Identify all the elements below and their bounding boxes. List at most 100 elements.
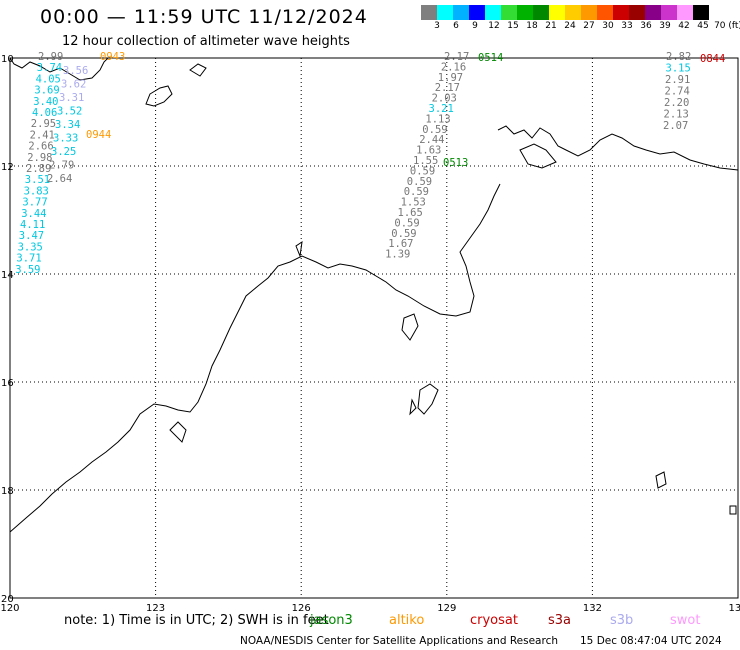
satellite-label: jason3: [310, 613, 353, 628]
latitude-label: 12: [1, 162, 14, 173]
wave-height-value: 0.59: [394, 217, 419, 229]
legend-swatch: [581, 5, 597, 20]
wave-height-value: 3.77: [22, 197, 47, 209]
wave-height-value: 0.59: [404, 186, 429, 198]
wave-height-value: 1.39: [385, 249, 410, 261]
color-legend: [421, 5, 709, 20]
wave-height-value: 2.44: [419, 134, 444, 146]
longitude-label: 129: [437, 603, 456, 614]
wave-height-value: 1.55: [413, 155, 438, 167]
wave-height-value: 2.64: [47, 173, 72, 185]
legend-swatch: [485, 5, 501, 20]
wave-height-value: 2.89: [26, 163, 51, 175]
wave-height-value: 2.03: [432, 93, 457, 105]
pass-time-label: 0514: [478, 52, 503, 64]
legend-swatch: [517, 5, 533, 20]
legend-label: 70 (ft): [714, 21, 740, 31]
wave-height-value: 4.11: [20, 219, 45, 231]
page-title: 00:00 — 11:59 UTC 11/12/2024: [40, 6, 368, 28]
wave-height-value: 3.21: [429, 103, 454, 115]
wave-height-value: 4.05: [36, 73, 61, 85]
wave-height-value: 3.71: [16, 253, 41, 265]
legend-label: 24: [564, 21, 576, 31]
wave-height-value: 3.40: [33, 96, 58, 108]
legend-swatch: [645, 5, 661, 20]
wave-height-value: 2.17: [444, 51, 469, 63]
timestamp-text: 15 Dec 08:47:04 UTC 2024: [580, 635, 722, 647]
wave-height-value: 1.63: [416, 145, 441, 157]
wave-height-value: 2.95: [31, 118, 56, 130]
legend-swatch: [677, 5, 693, 20]
wave-height-value: 2.79: [49, 160, 74, 172]
legend-label: 12: [488, 21, 500, 31]
wave-height-value: 2.20: [664, 97, 689, 109]
wave-height-value: 3.56: [63, 65, 88, 77]
legend-swatch: [597, 5, 613, 20]
latitude-label: 16: [1, 378, 14, 389]
wave-height-value: 3.33: [53, 133, 78, 145]
credit-text: NOAA/NESDIS Center for Satellite Applica…: [240, 635, 558, 647]
longitude-label: 120: [0, 603, 19, 614]
altimeter-observations: 2.993.744.053.693.404.062.952.412.662.98…: [15, 51, 725, 276]
wave-height-value: 2.74: [665, 86, 690, 98]
wave-height-value: 2.66: [28, 141, 53, 153]
color-legend-labels: 3 6 9 12 15 18 21 24 27 30 33 36 39 42 45 70 (ft): [421, 21, 740, 33]
longitude-label: 132: [583, 603, 602, 614]
wave-height-value: 1.65: [398, 207, 423, 219]
legend-label: 42: [678, 21, 690, 31]
legend-swatch: [549, 5, 565, 20]
wave-height-value: 2.99: [38, 51, 63, 63]
coastline: [9, 57, 739, 533]
wave-height-value: 0.59: [391, 228, 416, 240]
legend-swatch: [533, 5, 549, 20]
satellite-label: cryosat: [470, 613, 518, 628]
wave-height-value: 1.97: [438, 72, 463, 84]
wave-height-value: 2.91: [665, 74, 690, 86]
wave-height-value: 3.25: [51, 146, 76, 158]
longitude-label: 126: [292, 603, 311, 614]
wave-height-value: 3.15: [666, 63, 691, 75]
legend-swatch: [453, 5, 469, 20]
wave-height-value: 2.07: [663, 120, 688, 132]
legend-label: 15: [507, 21, 519, 31]
wave-height-value: 2.82: [666, 51, 691, 63]
wave-height-value: 2.41: [30, 129, 55, 141]
wave-height-value: 2.17: [435, 82, 460, 94]
pass-time-label: 0944: [86, 129, 111, 141]
wave-height-value: 3.44: [21, 208, 46, 220]
pass-time-label: 0943: [100, 51, 125, 63]
satellite-label: s3a: [548, 613, 572, 628]
wave-height-value: 3.51: [25, 174, 50, 186]
legend-label: 30: [602, 21, 614, 31]
legend-swatch: [693, 5, 709, 20]
map-frame: [9, 57, 739, 599]
wave-height-value: 2.98: [27, 152, 52, 164]
legend-swatch: [469, 5, 485, 20]
legend-label: 6: [453, 21, 459, 31]
latitude-label: 18: [1, 486, 14, 497]
wave-height-value: 2.13: [664, 109, 689, 121]
legend-swatch: [613, 5, 629, 20]
wave-height-value: 1.53: [401, 197, 426, 209]
footer-note: note: 1) Time is in UTC; 2) SWH is in fe…: [64, 613, 329, 628]
satellite-label: swot: [670, 613, 701, 628]
legend-swatch: [501, 5, 517, 20]
legend-label: 27: [583, 21, 595, 31]
latitude-label: 20: [1, 594, 14, 605]
wave-height-value: 3.62: [61, 79, 86, 91]
page-subtitle: 12 hour collection of altimeter wave hei…: [62, 34, 350, 49]
wave-height-value: 2.16: [441, 61, 466, 73]
wave-height-value: 3.34: [55, 119, 80, 131]
latitude-label: 10: [1, 54, 14, 65]
wave-height-value: 0.59: [410, 165, 435, 177]
pass-time-label: 0844: [700, 53, 725, 65]
legend-label: 9: [472, 21, 478, 31]
legend-swatch: [565, 5, 581, 20]
legend-swatch: [421, 5, 437, 20]
legend-label: 36: [640, 21, 652, 31]
wave-height-value: 1.67: [388, 238, 413, 250]
pass-time-label: 0513: [443, 157, 468, 169]
wave-height-value: 0.59: [422, 124, 447, 136]
